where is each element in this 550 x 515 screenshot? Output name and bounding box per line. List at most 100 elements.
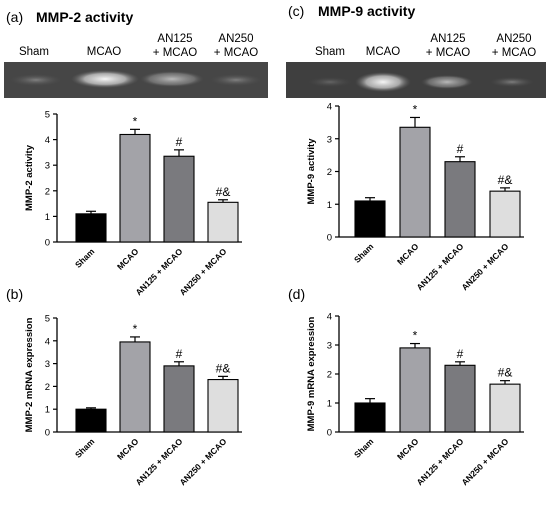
significance-mark: #&: [498, 366, 513, 380]
y-axis-label: MMP-9 activity: [306, 138, 317, 205]
gel-lane-labels-c: Sham MCAO AN125 + MCAO AN250 + MCAO: [315, 33, 536, 59]
y-tick-label: 4: [327, 102, 332, 113]
gel-band: [490, 77, 534, 87]
significance-mark: *: [413, 102, 418, 116]
gel-lane-label: + MCAO: [214, 47, 258, 59]
x-tick-label: AN250 + MCAO: [459, 436, 510, 487]
bar-sham: [75, 408, 107, 433]
gel-lane-label: + MCAO: [153, 47, 197, 59]
y-tick-label: 2: [327, 370, 332, 381]
x-tick-label: AN250 + MCAO: [177, 436, 228, 487]
significance-mark: #&: [216, 185, 231, 199]
gel-image-a: [4, 62, 268, 98]
y-tick-label: 0: [45, 428, 50, 439]
panel-title-a: MMP-2 activity: [36, 9, 133, 25]
bar-an125: [163, 365, 195, 433]
y-tick-label: 1: [327, 200, 332, 211]
panel-letter-a: (a): [6, 9, 23, 25]
gel-lane-labels-a: Sham MCAO AN125 + MCAO AN250 + MCAO: [19, 33, 258, 59]
x-tick-label: Sham: [352, 436, 376, 460]
bar-sham: [354, 200, 386, 238]
gel-lane-label: MCAO: [366, 46, 401, 58]
gel-image-c: [286, 62, 546, 98]
bar-mcao: [399, 126, 431, 238]
y-tick-label: 3: [327, 134, 332, 145]
y-tick-label: 5: [45, 314, 50, 325]
y-tick-label: 1: [327, 399, 332, 410]
y-tick-label: 4: [327, 312, 332, 323]
bar-sham: [354, 402, 386, 433]
y-tick-label: 3: [45, 161, 50, 172]
significance-mark: *: [413, 329, 418, 343]
bar-an250: [489, 190, 521, 238]
x-tick-label: Sham: [352, 241, 376, 265]
significance-mark: #: [176, 135, 183, 149]
significance-mark: #: [457, 142, 464, 156]
y-tick-label: 2: [45, 382, 50, 393]
panel-letter-d: (d): [288, 286, 305, 302]
chart-mmp9-activity: 0 1 2 3 4 MMP-9 activity Sham * MCAO # AN125 + MCA…: [306, 102, 524, 292]
gel-band: [421, 75, 473, 89]
bar-an250: [207, 379, 239, 433]
panel-letter-b: (b): [6, 286, 23, 302]
x-tick-label: Sham: [73, 436, 97, 460]
significance-mark: #: [457, 347, 464, 361]
y-tick-label: 1: [45, 405, 50, 416]
gel-lane-label: + MCAO: [426, 47, 470, 59]
x-tick-label: MCAO: [115, 246, 141, 272]
y-axis-label: MMP-9 mRNA expression: [306, 316, 317, 431]
panel-title-c: MMP-9 activity: [318, 3, 415, 19]
x-tick-label: AN125 + MCAO: [414, 436, 465, 487]
y-tick-label: 0: [45, 238, 50, 249]
gel-lane-label: AN125: [157, 33, 192, 45]
gel-band: [210, 74, 262, 86]
x-tick-label: AN250 + MCAO: [177, 246, 228, 297]
gel-band: [140, 71, 204, 87]
bar-an250: [207, 201, 239, 243]
y-tick-label: 5: [45, 110, 50, 121]
gel-band: [71, 70, 139, 88]
y-tick-label: 0: [327, 233, 332, 244]
gel-band: [10, 74, 62, 86]
y-tick-label: 3: [327, 341, 332, 352]
y-tick-label: 0: [327, 428, 332, 439]
y-tick-label: 2: [45, 186, 50, 197]
x-tick-label: MCAO: [395, 436, 421, 462]
bar-an125: [444, 364, 476, 433]
y-tick-label: 1: [45, 212, 50, 223]
gel-lane-label: + MCAO: [492, 47, 536, 59]
significance-mark: *: [133, 114, 138, 128]
y-tick-label: 4: [45, 336, 50, 347]
y-tick-label: 3: [45, 359, 50, 370]
panel-letter-c: (c): [288, 3, 304, 19]
significance-mark: #: [176, 347, 183, 361]
x-tick-label: AN125 + MCAO: [414, 241, 465, 292]
y-tick-label: 2: [327, 167, 332, 178]
gel-lane-label: Sham: [19, 46, 49, 58]
significance-mark: *: [133, 322, 138, 336]
y-axis-label: MMP-2 mRNA expression: [24, 317, 35, 432]
gel-lane-label: AN250: [496, 33, 531, 45]
significance-mark: #&: [498, 173, 513, 187]
x-tick-label: Sham: [73, 246, 97, 270]
gel-lane-label: AN125: [430, 33, 465, 45]
bar-sham: [75, 213, 107, 243]
gel-band: [355, 72, 411, 92]
y-axis-label: MMP-2 activity: [24, 144, 35, 211]
gel-lane-label: Sham: [315, 46, 345, 58]
gel-lane-label: AN250: [218, 33, 253, 45]
significance-mark: #&: [216, 361, 231, 375]
gel-band: [308, 77, 352, 87]
bar-an125: [163, 155, 195, 243]
x-tick-label: AN250 + MCAO: [459, 241, 510, 292]
gel-lane-label: MCAO: [87, 46, 122, 58]
y-tick-label: 4: [45, 135, 50, 146]
chart-mmp9-mrna: 0 1 2 3 4 MMP-9 mRNA expression Sham * MCAO # AN12…: [306, 312, 524, 487]
bar-an125: [444, 161, 476, 238]
bar-an250: [489, 383, 521, 433]
bar-mcao: [119, 341, 151, 433]
x-tick-label: MCAO: [395, 241, 421, 267]
